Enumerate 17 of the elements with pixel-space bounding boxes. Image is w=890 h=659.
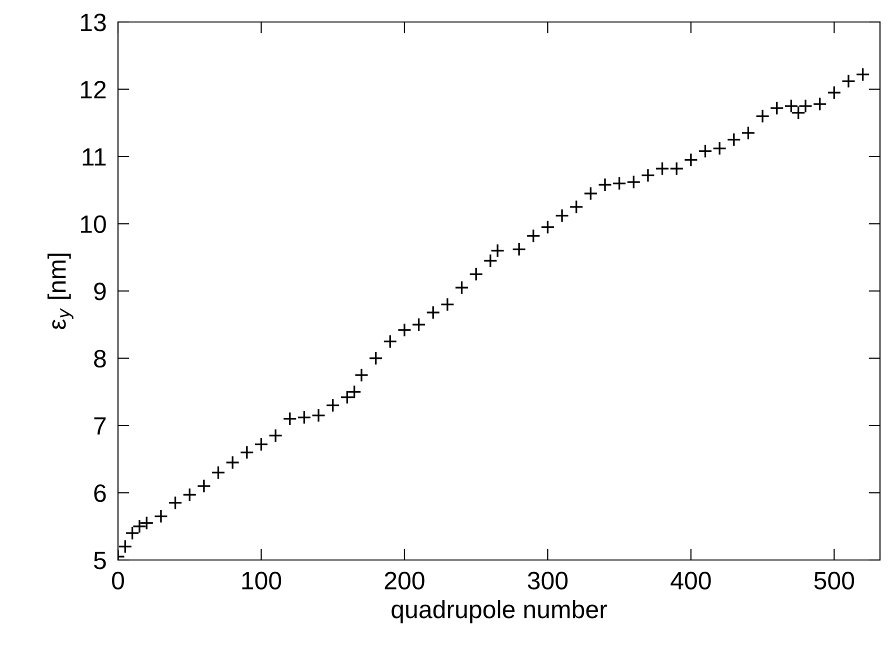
- x-tick-label: 200: [384, 572, 424, 590]
- y-tick-label: 5: [94, 552, 106, 570]
- y-tick-label: 12: [80, 80, 106, 98]
- x-tick-label: 500: [814, 572, 854, 590]
- y-axis-title: ε$_{y}$ [nm]: [48, 254, 74, 330]
- x-tick-label: 100: [242, 572, 282, 590]
- x-tick-label: 300: [528, 572, 568, 590]
- y-tick-label: 11: [82, 148, 106, 166]
- x-tick-label: 400: [670, 572, 711, 590]
- y-tick-label: 7: [94, 417, 106, 435]
- y-tick-label: 10: [80, 215, 106, 234]
- y-tick-label: 6: [94, 484, 106, 502]
- x-tick-label: 0: [112, 572, 124, 590]
- y-tick-label: 13: [80, 14, 106, 32]
- x-axis-title: quadrupole number: [392, 600, 608, 624]
- y-tick-label: 9: [94, 282, 106, 300]
- y-tick-label: 8: [94, 350, 106, 368]
